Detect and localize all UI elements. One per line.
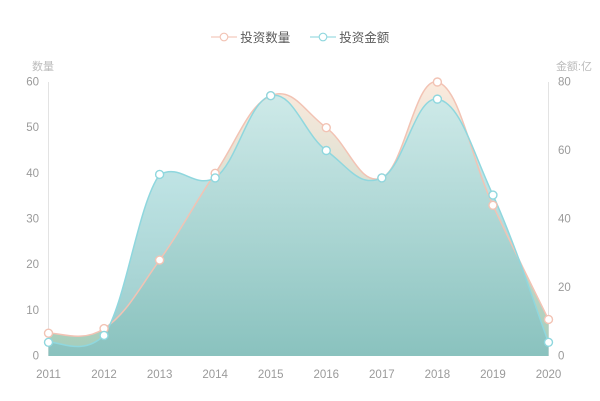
svg-text:60: 60: [26, 77, 39, 89]
svg-text:2013: 2013: [147, 369, 173, 381]
svg-text:2015: 2015: [258, 369, 284, 381]
svg-text:2014: 2014: [202, 369, 228, 381]
svg-text:2016: 2016: [313, 369, 339, 381]
svg-text:60: 60: [558, 145, 571, 157]
svg-text:20: 20: [26, 259, 39, 271]
svg-text:40: 40: [26, 168, 39, 180]
svg-text:30: 30: [26, 214, 39, 226]
svg-text:2019: 2019: [480, 369, 506, 381]
svg-text:0: 0: [558, 351, 564, 363]
svg-text:50: 50: [26, 122, 39, 134]
svg-text:2011: 2011: [36, 369, 61, 381]
svg-text:40: 40: [558, 214, 571, 226]
svg-text:2017: 2017: [369, 369, 395, 381]
svg-text:80: 80: [558, 77, 571, 89]
svg-text:2018: 2018: [425, 369, 451, 381]
svg-text:2020: 2020: [536, 369, 562, 381]
svg-text:20: 20: [558, 282, 571, 294]
svg-text:0: 0: [33, 351, 39, 363]
svg-text:2012: 2012: [91, 369, 117, 381]
svg-text:10: 10: [26, 305, 39, 317]
